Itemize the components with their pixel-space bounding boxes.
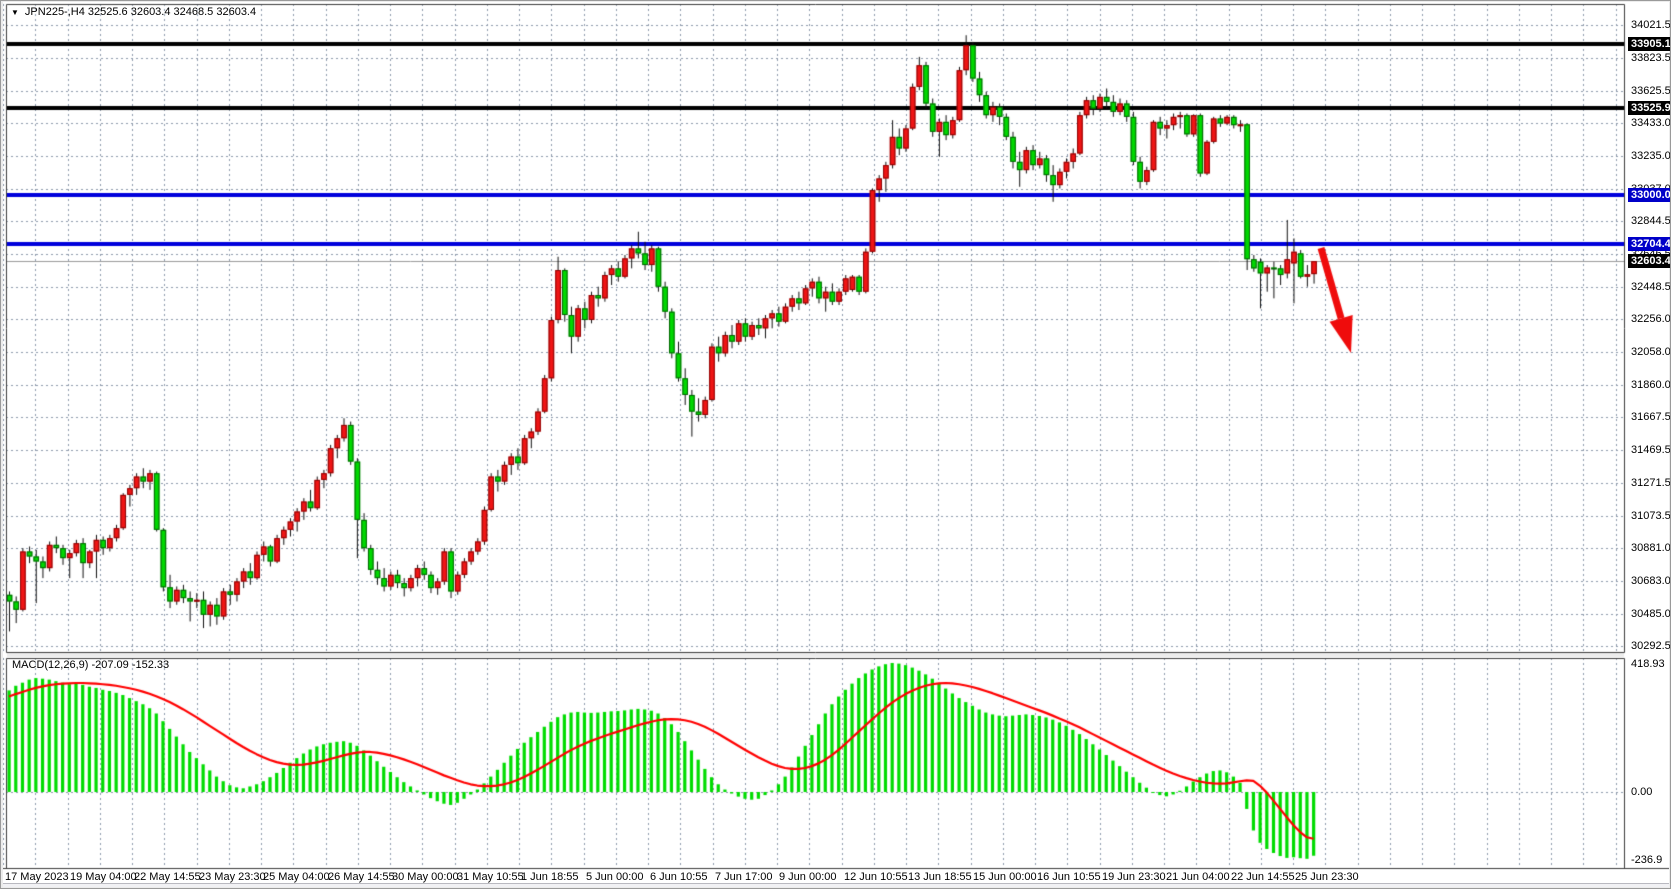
- chart-canvas[interactable]: [3, 2, 1669, 886]
- time-axis-label: 15 Jun 00:00: [973, 871, 1037, 883]
- time-axis-label: 30 May 00:00: [392, 871, 459, 883]
- price-level-badge: 32704.4: [1628, 237, 1670, 251]
- chart-surface: ▼ JPN225-,H4 32525.6 32603.4 32468.5 326…: [3, 2, 1671, 887]
- price-tick: 32844.5: [1631, 215, 1671, 227]
- price-tick: 33433.0: [1631, 117, 1671, 129]
- time-axis-label: 25 May 04:00: [263, 871, 330, 883]
- time-axis-label: 22 Jun 14:55: [1231, 871, 1295, 883]
- chart-title-bar: ▼ JPN225-,H4 32525.6 32603.4 32468.5 326…: [11, 6, 256, 18]
- price-tick: 30485.0: [1631, 608, 1671, 620]
- price-tick: 30881.0: [1631, 542, 1671, 554]
- price-tick: 31073.5: [1631, 510, 1671, 522]
- time-axis-label: 23 May 23:30: [199, 871, 266, 883]
- macd-indicator-label: MACD(12,26,9) -207.09 -152.33: [12, 659, 169, 671]
- time-axis-label: 6 Jun 10:55: [650, 871, 708, 883]
- window-bottom-strip: [3, 883, 1669, 887]
- price-tick: 31469.5: [1631, 444, 1671, 456]
- price-tick: 31667.5: [1631, 411, 1671, 423]
- macd-name: MACD(12,26,9): [12, 659, 89, 671]
- time-axis-label: 17 May 2023: [5, 871, 69, 883]
- time-axis-label: 12 Jun 10:55: [844, 871, 908, 883]
- price-tick: 32256.0: [1631, 313, 1671, 325]
- time-axis-label: 7 Jun 17:00: [715, 871, 773, 883]
- time-axis-label: 16 Jun 10:55: [1037, 871, 1101, 883]
- time-axis-label: 19 May 04:00: [70, 871, 137, 883]
- time-axis-label: 13 Jun 18:55: [908, 871, 972, 883]
- time-axis-label: 9 Jun 00:00: [779, 871, 837, 883]
- price-tick: 33625.5: [1631, 85, 1671, 97]
- time-axis-label: 19 Jun 23:30: [1102, 871, 1166, 883]
- macd-axis-tick: -236.9: [1631, 854, 1663, 866]
- price-level-badge: 32603.4: [1628, 254, 1670, 268]
- time-axis-label: 22 May 14:55: [134, 871, 201, 883]
- price-tick: 30292.5: [1631, 640, 1671, 652]
- price-tick: 30683.0: [1631, 575, 1671, 587]
- price-tick: 32448.5: [1631, 281, 1671, 293]
- price-tick: 33235.0: [1631, 150, 1671, 162]
- time-axis-label: 31 May 10:55: [457, 871, 524, 883]
- time-axis-label: 1 Jun 18:55: [521, 871, 579, 883]
- price-level-badge: 33000.0: [1628, 188, 1670, 202]
- price-tick: 31860.0: [1631, 379, 1671, 391]
- symbol-dropdown-icon[interactable]: ▼: [11, 7, 19, 17]
- price-tick: 34021.5: [1631, 19, 1671, 31]
- price-tick: 32058.0: [1631, 346, 1671, 358]
- time-axis-label: 5 Jun 00:00: [586, 871, 644, 883]
- macd-values: -207.09 -152.33: [91, 659, 170, 671]
- time-axis-label: 25 Jun 23:30: [1295, 871, 1359, 883]
- price-tick: 31271.5: [1631, 477, 1671, 489]
- price-level-badge: 33905.1: [1628, 37, 1670, 51]
- macd-axis-tick: 0.00: [1631, 786, 1653, 798]
- price-tick: 33823.5: [1631, 52, 1671, 64]
- time-axis-label: 21 Jun 04:00: [1166, 871, 1230, 883]
- chart-title: JPN225-,H4 32525.6 32603.4 32468.5 32603…: [24, 6, 257, 18]
- price-level-badge: 33525.9: [1628, 101, 1670, 115]
- time-axis-label: 26 May 14:55: [328, 871, 395, 883]
- macd-axis-tick: 418.93: [1631, 658, 1665, 670]
